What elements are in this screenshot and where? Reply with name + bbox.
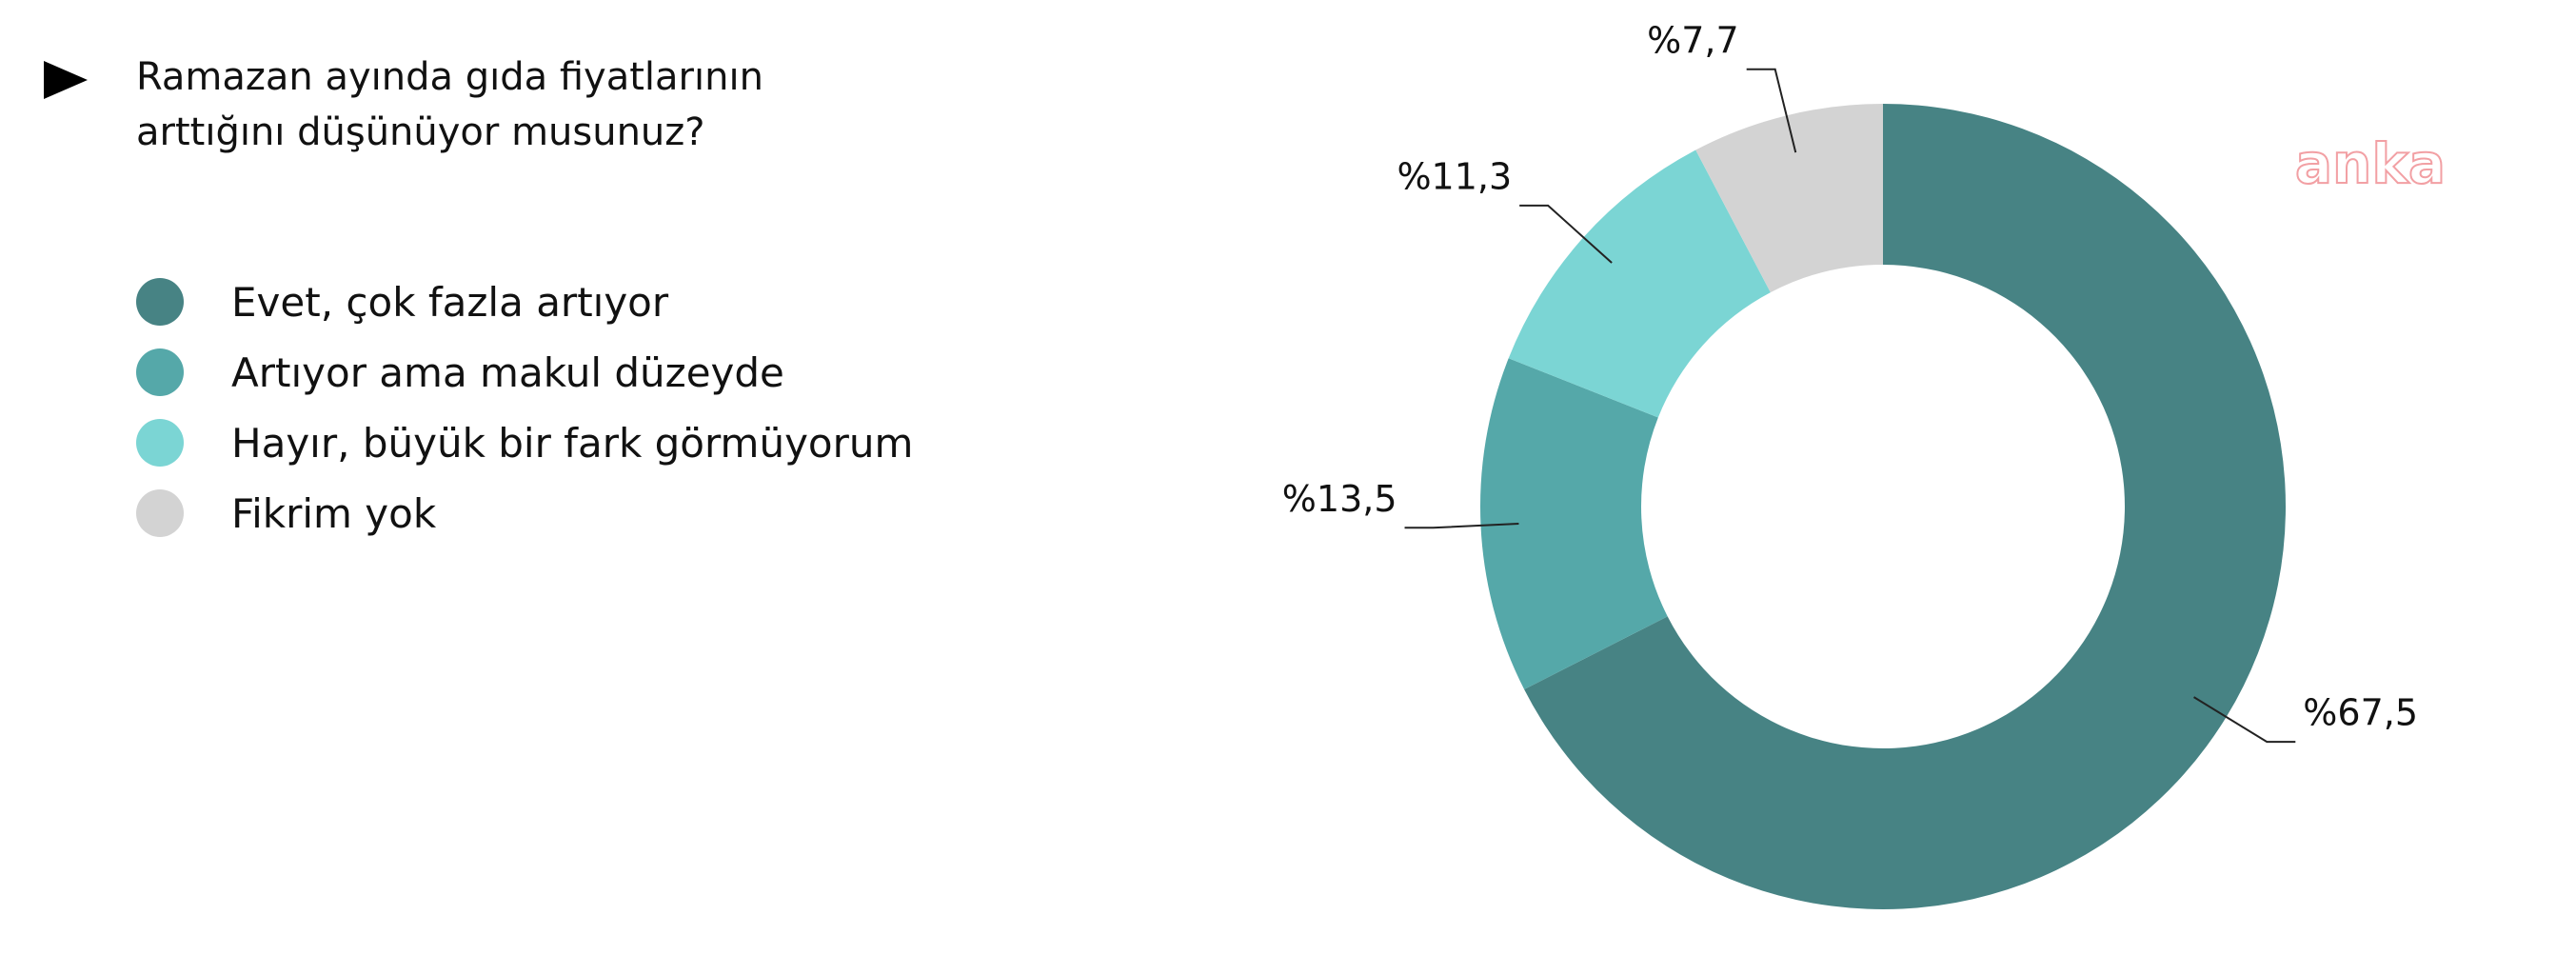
leader-line xyxy=(1519,204,1613,264)
leader-line xyxy=(1746,68,1797,153)
legend-label: Hayır, büyük bir fark görmüyorum xyxy=(231,419,914,467)
chart-title: Ramazan ayında gıda fiyatlarının arttığı… xyxy=(136,55,763,154)
legend-item: Fikrim yok xyxy=(136,478,913,548)
donut-segment xyxy=(1480,358,1668,690)
legend-label: Fikrim yok xyxy=(231,489,437,537)
legend: Evet, çok fazla artıyor Artıyor ama makul… xyxy=(136,267,913,548)
donut-segment xyxy=(1508,149,1771,418)
bullet-arrow xyxy=(44,61,88,99)
legend-label: Evet, çok fazla artıyor xyxy=(231,278,669,326)
legend-swatch xyxy=(136,348,184,396)
legend-swatch xyxy=(136,278,184,326)
legend-label: Artıyor ama makul düzeyde xyxy=(231,348,784,396)
data-label: %13,5 xyxy=(1282,478,1397,520)
data-label: %11,3 xyxy=(1397,155,1512,197)
legend-item: Evet, çok fazla artıyor xyxy=(136,267,913,337)
leader-line xyxy=(1404,523,1519,529)
data-label: %7,7 xyxy=(1647,19,1739,61)
legend-swatch xyxy=(136,489,184,537)
leader-line xyxy=(2193,696,2296,744)
watermark: anka xyxy=(2295,131,2446,196)
legend-swatch xyxy=(136,419,184,467)
legend-item: Artıyor ama makul düzeyde xyxy=(136,337,913,408)
donut-segment xyxy=(1524,104,2287,909)
data-label: %67,5 xyxy=(2303,692,2418,734)
legend-item: Hayır, büyük bir fark görmüyorum xyxy=(136,408,913,478)
donut-segment xyxy=(1695,104,1883,293)
